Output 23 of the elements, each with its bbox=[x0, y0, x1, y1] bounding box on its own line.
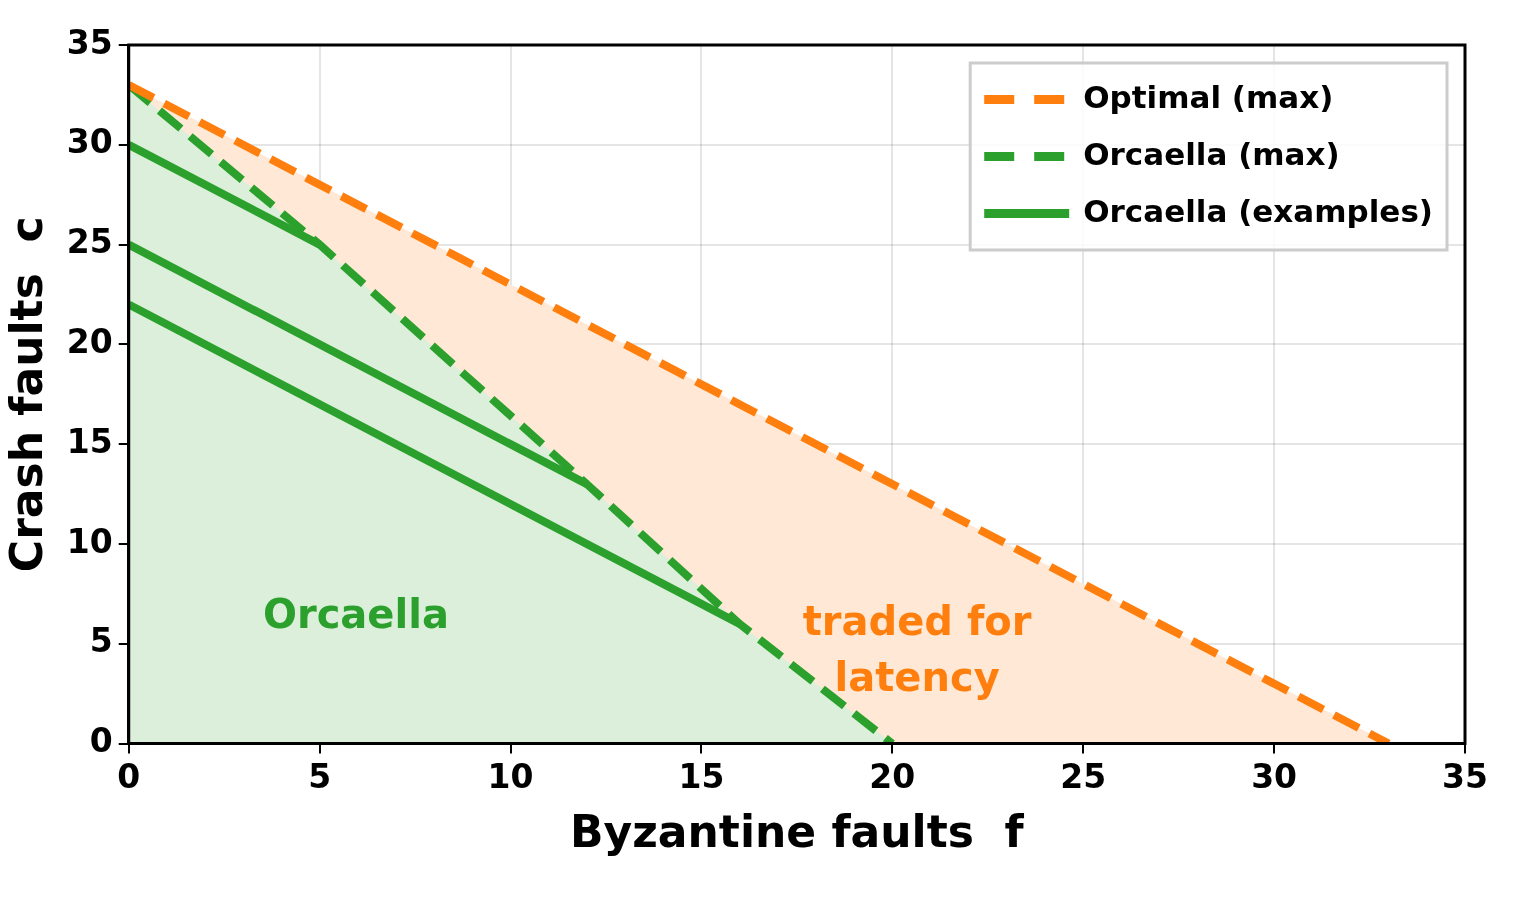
annotation: Orcaella bbox=[262, 591, 449, 638]
legend-label: Optimal (max) bbox=[1083, 78, 1334, 115]
x-tick-label: 10 bbox=[487, 756, 534, 796]
annotation: traded for latency bbox=[802, 598, 1032, 701]
y-tick-label: 15 bbox=[66, 421, 113, 461]
x-tick-label: 35 bbox=[1442, 756, 1488, 796]
x-tick-label: 0 bbox=[117, 756, 141, 796]
x-tick-label: 20 bbox=[869, 756, 916, 796]
y-tick-label: 10 bbox=[66, 521, 113, 561]
y-tick-label: 35 bbox=[66, 22, 113, 62]
y-tick-label: 5 bbox=[89, 621, 113, 661]
y-tick-label: 20 bbox=[66, 321, 113, 361]
y-tick-label: 30 bbox=[66, 122, 113, 162]
legend-label: Orcaella (max) bbox=[1083, 135, 1340, 172]
y-tick-label: 25 bbox=[66, 222, 113, 262]
y-tick-label: 0 bbox=[89, 721, 113, 761]
x-tick-label: 25 bbox=[1060, 756, 1107, 796]
y-axis-title: Crash faults c bbox=[0, 216, 52, 573]
x-tick-label: 30 bbox=[1251, 756, 1298, 796]
x-tick-label: 5 bbox=[308, 756, 332, 796]
x-tick-label: 15 bbox=[678, 756, 725, 796]
legend-label: Orcaella (examples) bbox=[1083, 192, 1433, 229]
x-axis-title: Byzantine faults f bbox=[570, 806, 1025, 858]
